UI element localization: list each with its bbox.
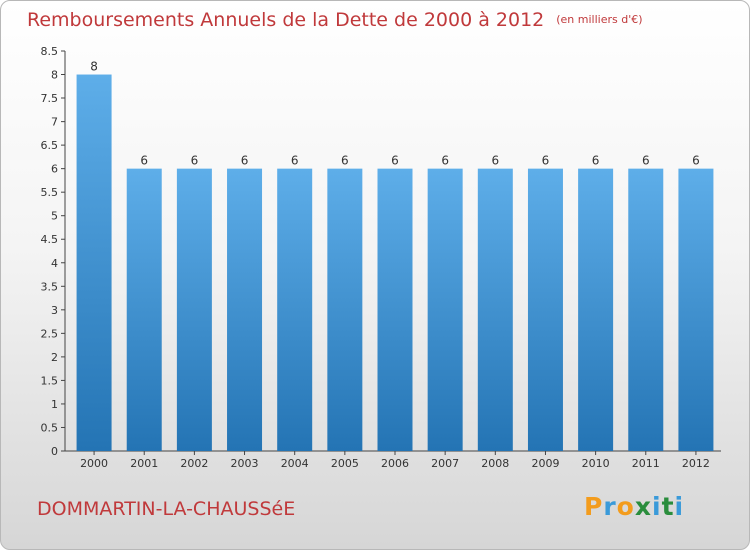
bar bbox=[377, 168, 413, 451]
y-tick-label: 5 bbox=[51, 210, 58, 223]
data-label: 6 bbox=[341, 154, 349, 168]
bar bbox=[628, 168, 664, 451]
bar bbox=[176, 168, 212, 451]
x-tick-label: 2002 bbox=[180, 457, 208, 470]
x-tick-label: 2010 bbox=[582, 457, 610, 470]
y-tick-label: 2.5 bbox=[41, 327, 59, 340]
y-axis: 0 0.5 1 1.5 2 2.5 3 3.5 4 4.5 5 5.5 6 6.5 7 7.5 8 8.5 bbox=[41, 45, 66, 458]
x-tick-label: 2006 bbox=[381, 457, 409, 470]
y-tick-label: 7.5 bbox=[41, 92, 59, 105]
logo-letter: i bbox=[674, 492, 685, 521]
data-label: 6 bbox=[491, 154, 499, 168]
bar bbox=[678, 168, 714, 451]
bar bbox=[477, 168, 513, 451]
x-tick-label: 2005 bbox=[331, 457, 359, 470]
y-tick-label: 3 bbox=[51, 304, 58, 317]
logo-letter: r bbox=[603, 492, 617, 521]
logo-letter: i bbox=[652, 492, 662, 521]
bar bbox=[76, 74, 112, 451]
place-name: DOMMARTIN-LA-CHAUSSéE bbox=[37, 498, 296, 520]
y-tick-label: 8.5 bbox=[41, 45, 59, 58]
y-tick-label: 5.5 bbox=[41, 186, 59, 199]
x-tick-label: 2001 bbox=[130, 457, 158, 470]
x-tick-label: 2000 bbox=[80, 457, 108, 470]
y-tick-label: 3.5 bbox=[41, 280, 59, 293]
chart-title: Remboursements Annuels de la Dette de 20… bbox=[27, 9, 643, 31]
title-text: Remboursements Annuels de la Dette de 20… bbox=[27, 9, 545, 31]
data-label: 6 bbox=[291, 154, 299, 168]
data-label: 8 bbox=[90, 60, 98, 74]
x-tick-label: 2007 bbox=[431, 457, 459, 470]
y-tick-label: 4 bbox=[51, 257, 58, 270]
x-tick-label: 2004 bbox=[281, 457, 309, 470]
chart-subtitle: (en milliers d'€) bbox=[556, 13, 643, 26]
bar bbox=[277, 168, 313, 451]
y-tick-label: 1.5 bbox=[41, 374, 59, 387]
bar bbox=[578, 168, 614, 451]
logo-letter: t bbox=[661, 492, 675, 521]
data-label: 6 bbox=[191, 154, 199, 168]
y-tick-label: 1 bbox=[51, 398, 58, 411]
y-tick-label: 4.5 bbox=[41, 233, 59, 246]
logo-letter: P bbox=[584, 492, 604, 521]
bar bbox=[227, 168, 263, 451]
data-label: 6 bbox=[692, 154, 700, 168]
x-tick-label: 2011 bbox=[632, 457, 660, 470]
y-tick-label: 0.5 bbox=[41, 421, 59, 434]
y-tick-label: 6.5 bbox=[41, 139, 59, 152]
y-tick-label: 7 bbox=[51, 116, 58, 129]
x-tick-label: 2009 bbox=[531, 457, 559, 470]
x-tick-label: 2012 bbox=[682, 457, 710, 470]
data-label: 6 bbox=[241, 154, 249, 168]
logo-letter: x bbox=[634, 492, 652, 521]
y-tick-label: 6 bbox=[51, 163, 58, 176]
x-tick-label: 2008 bbox=[481, 457, 509, 470]
data-label: 6 bbox=[642, 154, 650, 168]
data-labels: 8 6 6 6 6 6 6 6 6 6 6 6 6 bbox=[90, 60, 699, 168]
bar bbox=[427, 168, 463, 451]
bar bbox=[126, 168, 162, 451]
proxiti-logo[interactable]: Proxiti bbox=[584, 492, 684, 521]
bar bbox=[327, 168, 363, 451]
data-label: 6 bbox=[391, 154, 399, 168]
y-tick-label: 0 bbox=[51, 445, 58, 458]
bar-series bbox=[76, 74, 714, 451]
y-tick-label: 8 bbox=[51, 69, 58, 82]
data-label: 6 bbox=[140, 154, 148, 168]
data-label: 6 bbox=[542, 154, 550, 168]
bar bbox=[527, 168, 563, 451]
data-label: 6 bbox=[441, 154, 449, 168]
x-tick-label: 2003 bbox=[231, 457, 259, 470]
logo-letter: o bbox=[616, 492, 635, 521]
x-axis: 2000 2001 2002 2003 2004 2005 2006 2007 2008 2009… bbox=[65, 450, 721, 470]
data-label: 6 bbox=[592, 154, 600, 168]
y-tick-label: 2 bbox=[51, 351, 58, 364]
